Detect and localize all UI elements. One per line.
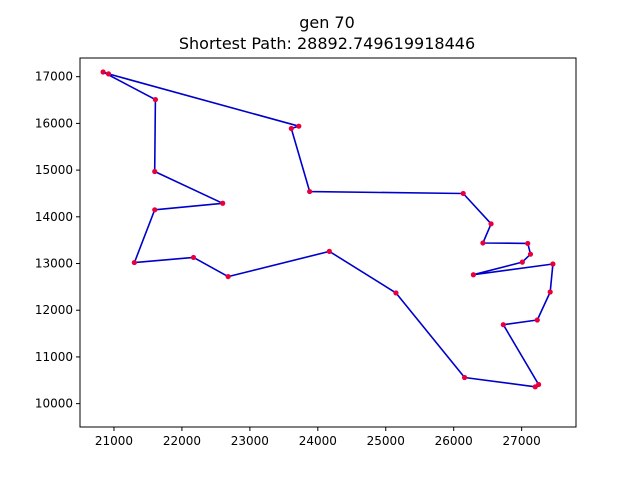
city-point [220, 200, 226, 206]
city-point [393, 290, 399, 296]
city-point [288, 125, 294, 132]
city-point [190, 254, 197, 261]
y-tick-label: 16000 [35, 116, 73, 130]
city-point [534, 317, 540, 323]
chart-subtitle: Shortest Path: 28892.749619918446 [179, 34, 475, 53]
x-tick-label: 26000 [435, 434, 473, 448]
city-point [519, 259, 525, 265]
city-point [525, 240, 531, 247]
city-point [480, 240, 486, 246]
x-tick-label: 24000 [299, 434, 337, 448]
x-tick-label: 23000 [231, 434, 269, 448]
city-point [225, 273, 231, 280]
chart-title: gen 70 [299, 13, 355, 32]
city-point [296, 123, 302, 129]
city-point [105, 71, 112, 77]
city-point [152, 168, 158, 175]
y-tick-label: 17000 [35, 70, 73, 84]
point-layer [100, 69, 556, 390]
y-tick-label: 15000 [35, 163, 73, 177]
city-point [152, 207, 158, 213]
city-point [152, 96, 159, 103]
y-tick-label: 14000 [35, 210, 73, 224]
x-tick-label: 27000 [503, 434, 541, 448]
y-tick-label: 11000 [35, 350, 73, 364]
y-tick-label: 10000 [35, 397, 73, 411]
city-point [461, 374, 468, 381]
city-point [100, 69, 106, 75]
city-point [488, 221, 494, 227]
city-point [470, 272, 477, 278]
city-point [326, 248, 332, 254]
city-point [532, 384, 538, 390]
x-tick-label: 21000 [95, 434, 133, 448]
x-axis: 21000 22000 23000 24000 25000 26000 27000 [95, 427, 541, 448]
city-point [547, 289, 553, 295]
x-tick-label: 25000 [367, 434, 405, 448]
city-point [550, 261, 556, 267]
city-point [307, 188, 313, 195]
city-point [500, 322, 506, 328]
y-axis: 10000 11000 12000 13000 14000 15000 16000 17000 [35, 70, 80, 411]
city-point [131, 259, 137, 266]
y-tick-label: 13000 [35, 257, 73, 271]
city-point [460, 190, 466, 197]
city-point [527, 251, 534, 257]
y-tick-label: 12000 [35, 303, 73, 317]
x-tick-label: 22000 [163, 434, 201, 448]
